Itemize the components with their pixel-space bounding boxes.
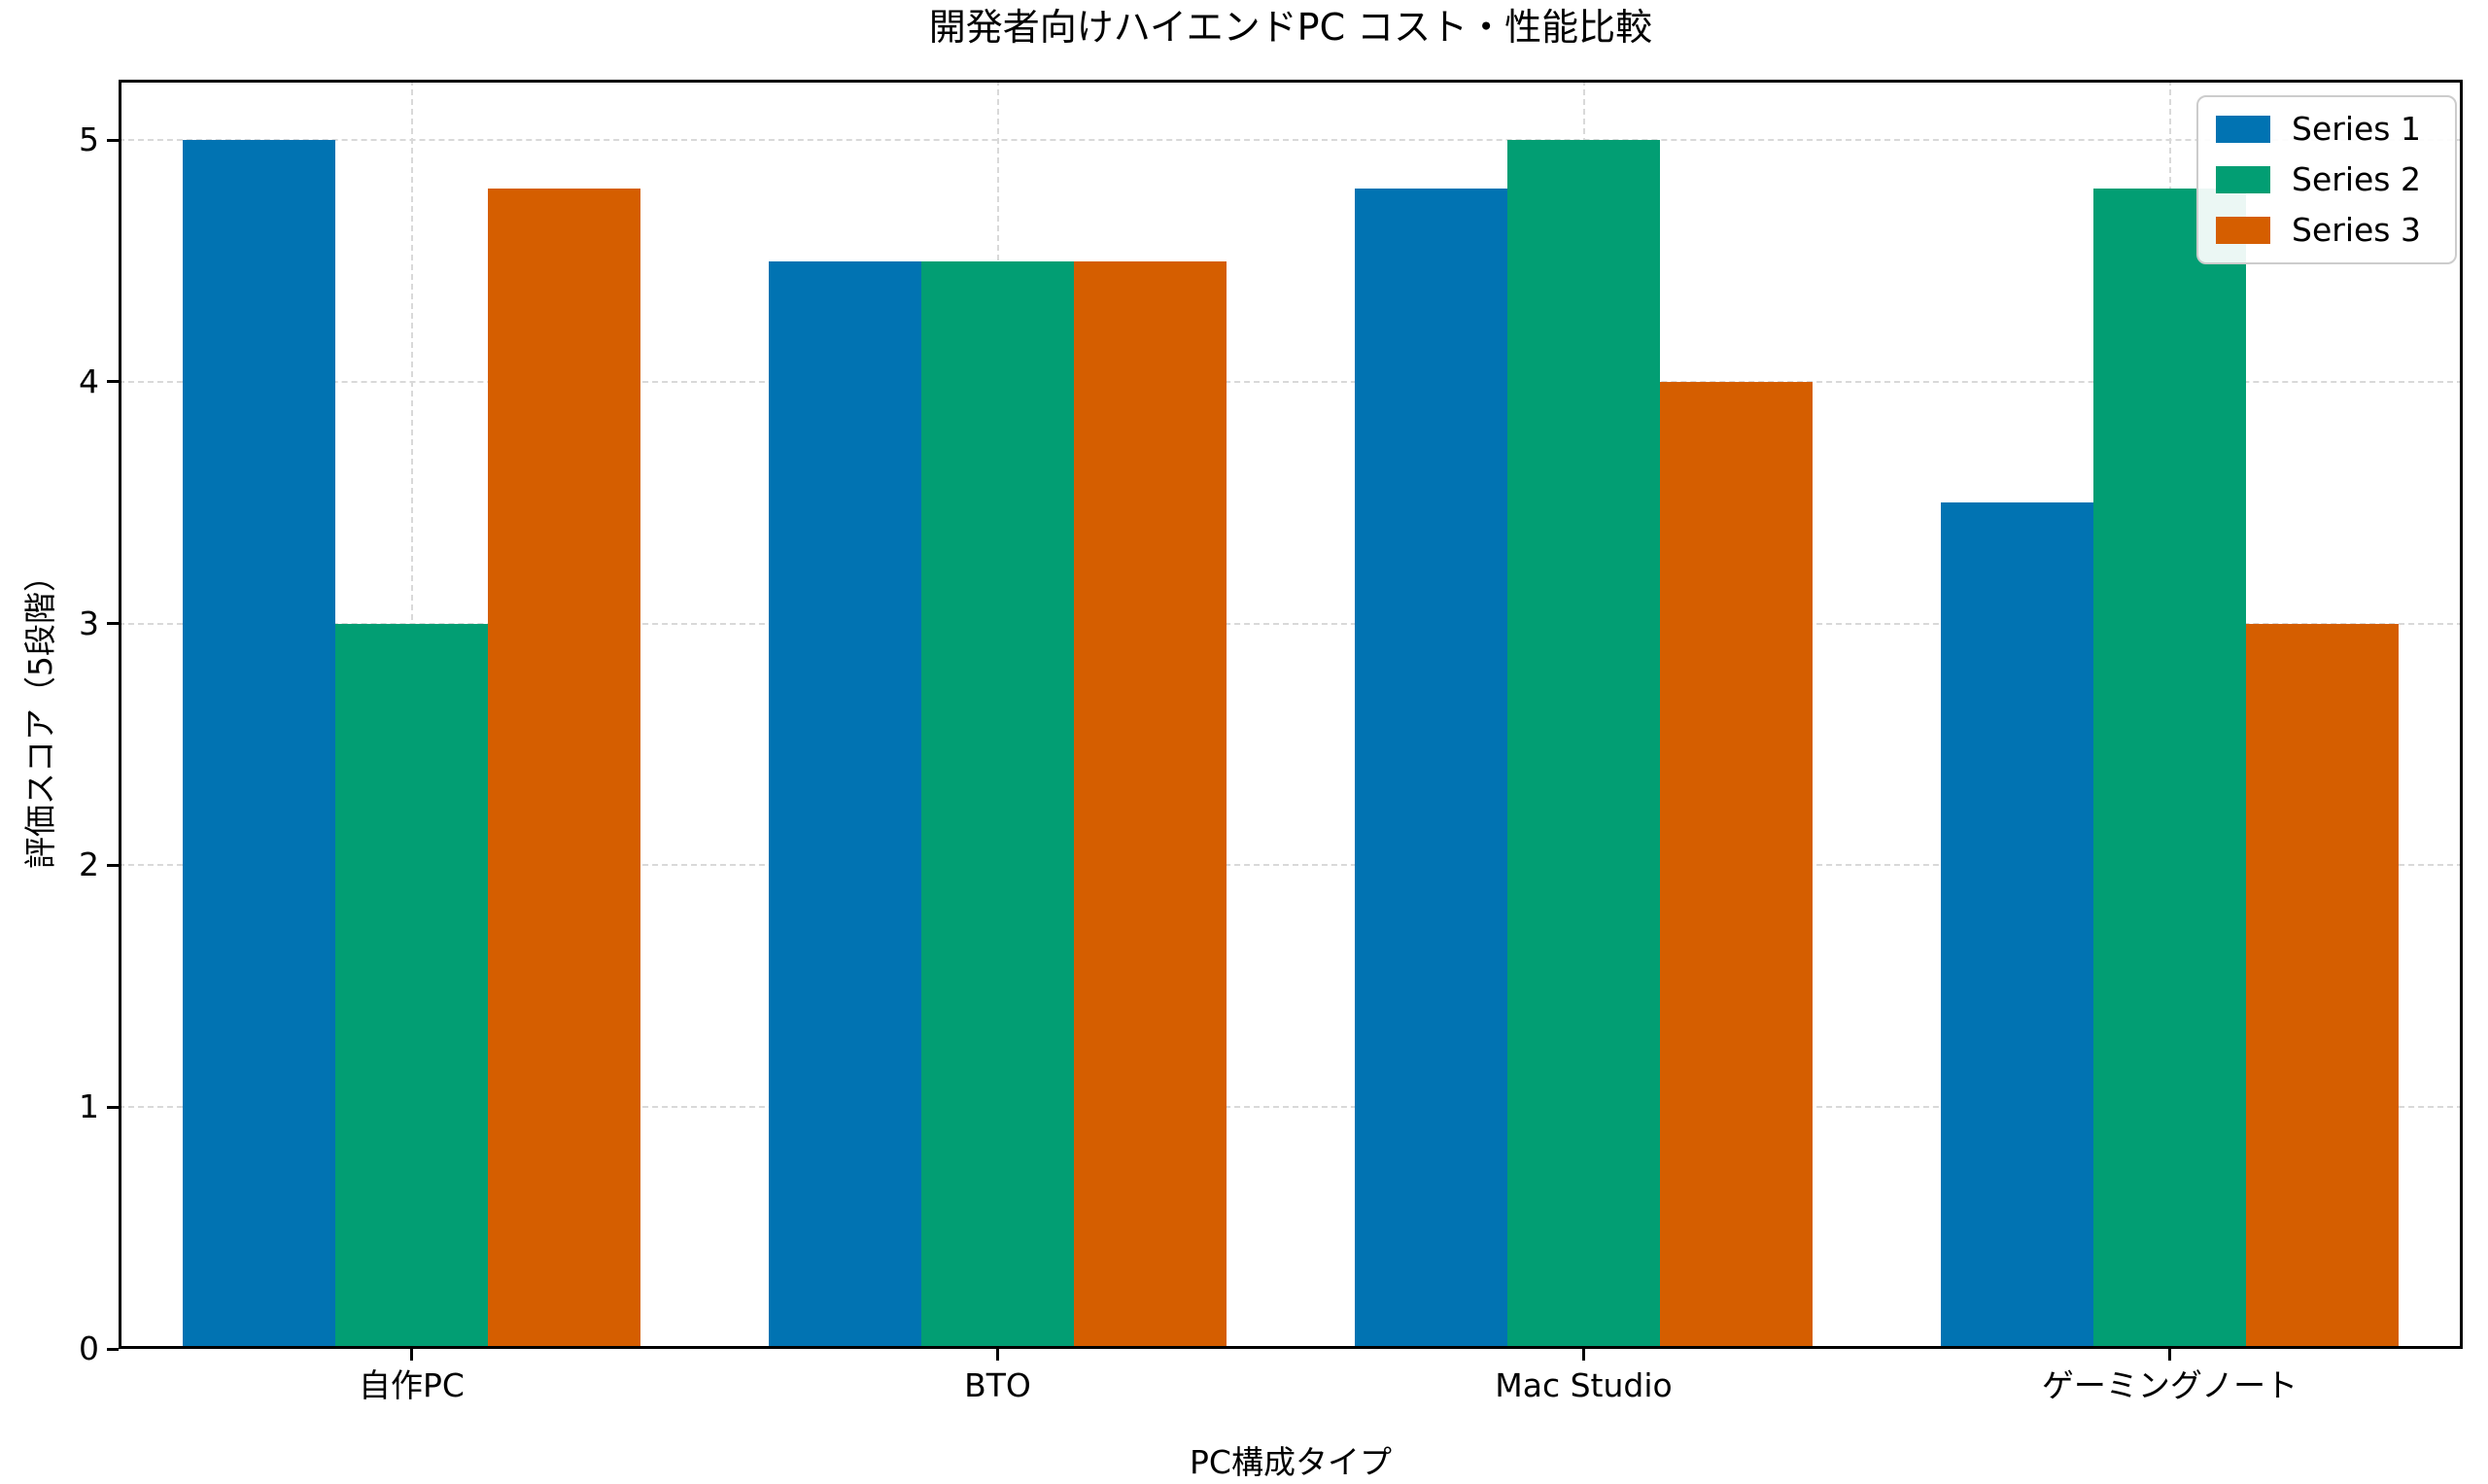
x-tick-mark (1582, 1349, 1585, 1361)
legend-swatch (2216, 166, 2270, 193)
bar-series2-3 (2093, 188, 2246, 1349)
legend-item: Series 2 (2216, 161, 2437, 198)
x-tick-label: BTO (964, 1366, 1031, 1404)
x-axis-label: PC構成タイプ (1190, 1443, 1392, 1481)
legend-swatch (2216, 217, 2270, 244)
x-tick-label: Mac Studio (1495, 1366, 1673, 1404)
h-gridline (119, 1106, 2463, 1109)
bar-series1-1 (769, 260, 921, 1349)
y-tick-mark (107, 622, 119, 626)
bar-series1-2 (1355, 188, 1507, 1349)
legend-item: Series 3 (2216, 212, 2437, 249)
bar-series2-2 (1507, 140, 1660, 1349)
y-tick-mark (107, 1105, 119, 1109)
y-tick-mark (107, 863, 119, 867)
legend-label: Series 1 (2292, 110, 2421, 148)
x-tick-mark (410, 1349, 413, 1361)
x-tick-label: ゲーミングノート (2041, 1366, 2298, 1404)
bar-series1-3 (1941, 502, 2093, 1349)
bar-series3-2 (1660, 381, 1813, 1349)
x-tick-mark (2168, 1349, 2171, 1361)
legend-label: Series 2 (2292, 160, 2421, 198)
y-tick-label: 0 (79, 1329, 99, 1367)
y-tick-label: 1 (79, 1087, 99, 1126)
x-tick-mark (996, 1349, 999, 1361)
bar-series2-0 (335, 623, 488, 1349)
bar-series3-3 (2246, 623, 2399, 1349)
chart-title: 開発者向けハイエンドPC コスト・性能比較 (928, 6, 1653, 49)
bar-series1-0 (183, 140, 335, 1349)
y-tick-label: 3 (79, 604, 99, 642)
legend: Series 1 Series 2 Series 3 (2196, 95, 2457, 264)
bar-series2-1 (921, 260, 1074, 1349)
legend-label: Series 3 (2292, 211, 2421, 249)
h-gridline (119, 864, 2463, 867)
legend-swatch (2216, 116, 2270, 143)
bar-series3-1 (1074, 260, 1227, 1349)
y-tick-mark (107, 1347, 119, 1351)
h-gridline (119, 622, 2463, 625)
y-tick-label: 2 (79, 846, 99, 884)
bar-series3-0 (488, 188, 640, 1349)
h-gridline (119, 139, 2463, 142)
x-tick-label: 自作PC (359, 1366, 465, 1404)
legend-item: Series 1 (2216, 111, 2437, 148)
h-gridline (119, 380, 2463, 383)
y-tick-label: 5 (79, 121, 99, 159)
y-tick-mark (107, 380, 119, 384)
y-tick-mark (107, 138, 119, 142)
y-tick-label: 4 (79, 362, 99, 400)
